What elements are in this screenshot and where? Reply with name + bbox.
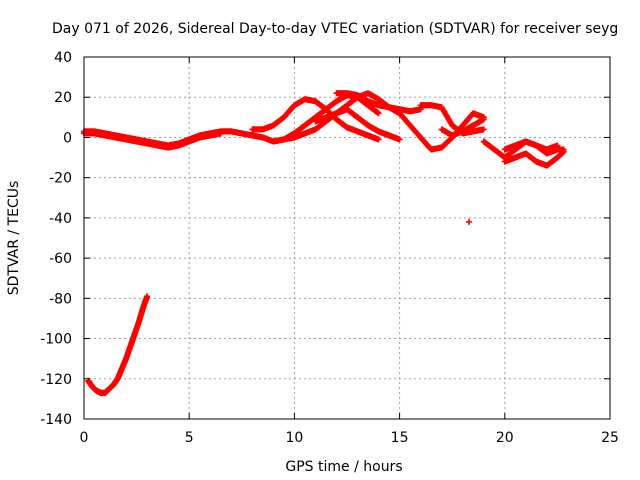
y-tick-label: -40 <box>49 211 72 227</box>
series-track-11-15h-d <box>312 106 403 143</box>
x-tick-label: 5 <box>185 430 194 446</box>
series-track-20-23h-k <box>501 138 561 153</box>
y-tick-label: -100 <box>40 332 72 348</box>
y-tick-label: 0 <box>63 130 72 146</box>
plot-frame <box>83 56 611 420</box>
y-tick-label: -120 <box>40 372 72 388</box>
x-tick-label: 15 <box>391 430 409 446</box>
y-tick-label: -60 <box>49 251 72 267</box>
y-axis-label: SDTVAR / TECUs <box>6 181 22 296</box>
series-outlier-18.3h <box>466 218 473 225</box>
x-tick-label: 0 <box>80 430 89 446</box>
x-tick-label: 25 <box>601 430 619 446</box>
x-tick-label: 20 <box>496 430 514 446</box>
chart-title: Day 071 of 2026, Sidereal Day-to-day VTE… <box>52 21 618 37</box>
data-point <box>466 218 473 225</box>
y-tick-label: 20 <box>54 90 72 106</box>
data-point <box>560 148 567 155</box>
data-point <box>375 110 382 117</box>
data-point <box>396 136 403 143</box>
data-point <box>480 116 487 123</box>
tick-layer: 0 5 10 15 20 25 40 20 0 -20 -40 -60 -80 -100 -120 -140 <box>40 50 619 446</box>
data-point <box>217 130 224 137</box>
data-point <box>144 293 151 300</box>
y-tick-label: -80 <box>49 291 72 307</box>
x-tick-label: 10 <box>285 430 303 446</box>
data-marks <box>81 90 567 396</box>
data-point <box>480 126 487 133</box>
x-axis-label: GPS time / hours <box>285 459 402 475</box>
y-tick-label: -20 <box>49 171 72 187</box>
series-track-7-14h-b <box>249 96 382 143</box>
series-early-dip-0-3h <box>85 293 151 396</box>
series-track-16-19h-g <box>417 102 487 137</box>
series-baseline-lower <box>81 130 224 151</box>
series-track-20-23h-j <box>501 148 567 169</box>
y-tick-label: 40 <box>54 50 72 66</box>
data-point <box>375 136 382 143</box>
y-tick-label: -140 <box>40 412 72 428</box>
series-track-17-19h-h <box>438 116 487 139</box>
data-point <box>554 142 561 149</box>
grid-layer <box>84 57 610 419</box>
series-track-12-16h-e <box>333 90 424 115</box>
